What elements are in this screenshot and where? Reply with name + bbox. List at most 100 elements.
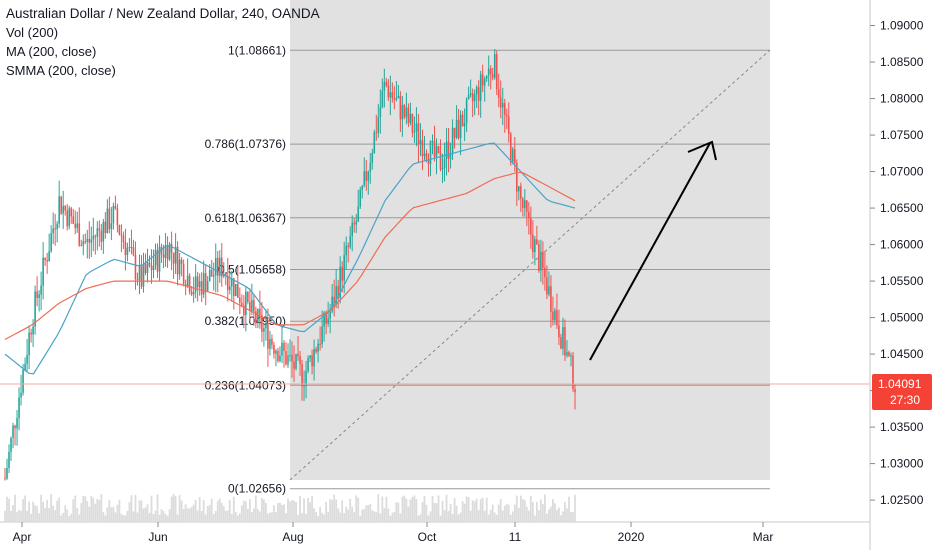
volume-bar [463, 503, 466, 522]
candle-body [80, 245, 83, 247]
time-tick-label: Apr [13, 530, 32, 544]
candle-body [259, 308, 261, 315]
volume-bar [212, 514, 215, 522]
price-tick-label: 1.06000 [880, 238, 924, 252]
volume-bar [519, 495, 522, 522]
candle-body [194, 276, 197, 292]
candle-body [245, 291, 247, 316]
volume-bar [267, 513, 269, 522]
time-axis[interactable]: Apr Jun Aug Oct 11 2020 Mar [13, 522, 774, 544]
indicator-smma[interactable]: SMMA (200, close) [6, 63, 116, 78]
volume-bar [325, 501, 328, 522]
candle-body [233, 278, 235, 296]
volume-bar [421, 502, 424, 522]
volume-bar [52, 505, 55, 522]
volume-bar [277, 503, 279, 522]
volume-bar [333, 494, 336, 522]
candle-body [552, 311, 554, 321]
candle-body [397, 95, 400, 99]
candle-body [457, 119, 460, 138]
candle-body [50, 233, 52, 252]
candle-body [220, 257, 223, 277]
candle-body [311, 355, 313, 367]
candle-body [505, 114, 508, 117]
candle-body [371, 153, 374, 163]
candle-body [323, 312, 325, 327]
candle-body [28, 332, 30, 356]
candle-body [226, 275, 229, 291]
volume-bar [8, 498, 10, 522]
time-tick-label: Jun [148, 530, 167, 544]
volume-bar [84, 496, 87, 522]
volume-bar [242, 500, 245, 522]
indicator-ma[interactable]: MA (200, close) [6, 44, 97, 59]
candle-body [136, 279, 139, 281]
volume-bar [321, 512, 324, 522]
bar-countdown: 27:30 [890, 393, 920, 407]
volume-bar [252, 508, 255, 522]
candle-body [214, 258, 217, 276]
candle-body [477, 87, 480, 101]
fibonacci-retracement[interactable]: 1(1.08661) 0.786(1.07376) 0.618(1.06367) 0.… [205, 43, 770, 496]
volume-bar [505, 503, 508, 522]
candle-body [513, 149, 516, 163]
candle-body [373, 132, 376, 154]
candle-body [218, 257, 221, 276]
candle-body [495, 54, 498, 90]
volume-bar [20, 510, 22, 522]
volume-bar [70, 513, 73, 522]
volume-bar [244, 501, 247, 522]
volume-bar [379, 513, 382, 522]
candle-body [247, 291, 249, 302]
volume-bar [459, 512, 462, 522]
volume-bar [16, 511, 18, 522]
candle-body [86, 238, 89, 242]
volume-bar [511, 511, 514, 522]
candle-body [445, 141, 448, 159]
candle-body [359, 189, 362, 207]
symbol-title[interactable]: Australian Dollar / New Zealand Dollar, … [6, 6, 320, 21]
candle-body [168, 243, 171, 260]
volume-bar [106, 507, 109, 522]
volume-bar [491, 504, 494, 522]
volume-bar [467, 497, 470, 522]
candle-body [42, 257, 44, 286]
volume-bar [46, 499, 49, 522]
candle-body [166, 245, 169, 260]
volume-bar [377, 494, 380, 522]
candle-body [465, 99, 468, 124]
volume-bar [182, 508, 185, 522]
volume-bar [98, 500, 101, 522]
volume-bar [234, 511, 237, 522]
candle-body [451, 127, 454, 154]
candle-body [550, 286, 552, 312]
candle-body [275, 350, 277, 354]
volume-bar [403, 495, 406, 522]
candle-body [491, 74, 494, 78]
candle-body [180, 259, 183, 264]
projection-arrow[interactable] [589, 140, 717, 361]
volume-bar [531, 501, 534, 522]
candle-body [295, 353, 297, 369]
candle-body [301, 363, 303, 387]
volume-bar [164, 513, 167, 522]
candle-body [230, 278, 233, 287]
volume-bar [435, 503, 438, 522]
candle-body [407, 107, 410, 123]
volume-bar [423, 496, 426, 522]
volume-bar [485, 497, 488, 522]
volume-bar [30, 514, 32, 522]
candle-body [528, 211, 530, 219]
volume-bar [373, 511, 376, 522]
volume-bar [483, 510, 486, 522]
volume-bar [148, 512, 151, 522]
candle-body [22, 369, 24, 393]
price-axis[interactable]: 1.09000 1.08500 1.08000 1.07500 1.07000 1.065… [870, 19, 924, 508]
volume-bar [208, 505, 211, 522]
indicator-volume[interactable]: Vol (200) [6, 25, 59, 40]
candle-body [377, 117, 380, 133]
volume-bar [38, 513, 41, 522]
volume-bar [236, 515, 239, 522]
candle-body [104, 221, 107, 233]
